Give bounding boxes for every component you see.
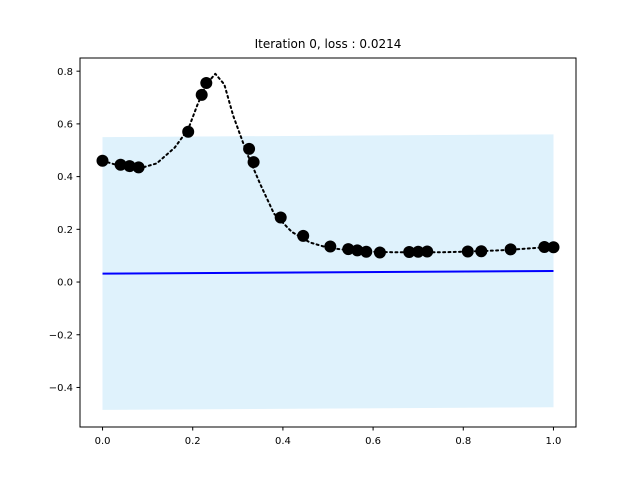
data-point (342, 243, 355, 256)
x-tick-label: 0.2 (185, 436, 201, 447)
data-point (243, 142, 256, 155)
data-point (360, 245, 373, 258)
data-point (475, 245, 488, 258)
data-point (96, 154, 109, 167)
y-tick-label: 0.8 (57, 67, 73, 78)
data-point (412, 245, 425, 258)
data-point (547, 241, 560, 254)
y-tick-label: 0.6 (57, 119, 73, 130)
data-point (403, 246, 416, 258)
true-function-curve (101, 72, 555, 254)
y-axis: −0.4 −0.2 0.0 0.2 0.4 0.6 0.8 (49, 67, 80, 394)
data-point (504, 243, 517, 256)
y-tick-label: 0.4 (57, 172, 73, 183)
x-tick-label: 0.8 (455, 436, 471, 447)
data-point (200, 77, 213, 89)
chart-title: Iteration 0, loss : 0.0214 (255, 37, 402, 51)
data-point (461, 245, 474, 258)
y-tick-label: −0.4 (49, 383, 73, 394)
y-tick-label: −0.2 (49, 330, 73, 341)
x-tick-label: 0.6 (365, 436, 381, 447)
data-point (195, 88, 208, 101)
x-tick-label: 0.0 (95, 436, 111, 447)
data-point (421, 245, 434, 258)
y-tick-label: 0.2 (57, 225, 73, 236)
data-point (351, 244, 364, 257)
data-point (182, 125, 195, 138)
x-tick-label: 0.4 (275, 436, 291, 447)
mean-prediction-line (102, 270, 554, 275)
data-point (538, 241, 551, 253)
axes-frame (79, 57, 577, 428)
x-tick-label: 1.0 (546, 436, 562, 447)
data-point (123, 160, 136, 173)
data-point (297, 229, 310, 242)
plot-area (96, 72, 560, 410)
y-tick-label: 0.0 (57, 278, 73, 289)
data-point (247, 156, 260, 169)
data-point (373, 246, 386, 259)
data-point (114, 158, 127, 171)
data-point (274, 211, 287, 224)
data-point (324, 240, 337, 253)
x-axis: 0.0 0.2 0.4 0.6 0.8 1.0 (95, 427, 562, 447)
data-point (132, 161, 145, 174)
